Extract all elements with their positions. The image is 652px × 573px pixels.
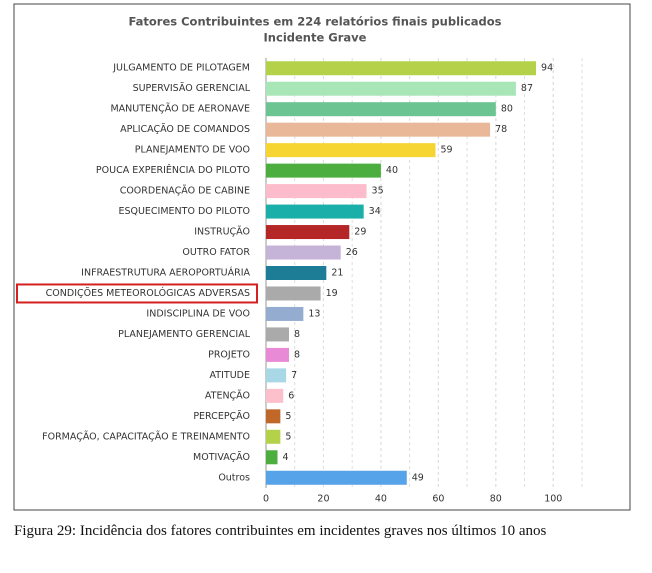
bar <box>266 204 364 219</box>
category-label: INSTRUÇÃO <box>194 227 250 238</box>
bar <box>266 184 367 199</box>
category-label: APLICAÇÃO DE COMANDOS <box>120 124 250 135</box>
category-label: SUPERVISÃO GERENCIAL <box>133 83 251 94</box>
category-label: MANUTENÇÃO DE AERONAVE <box>110 104 250 115</box>
bar <box>266 327 289 342</box>
bar <box>266 388 284 403</box>
value-label: 35 <box>372 186 384 197</box>
value-label: 26 <box>346 247 358 258</box>
bar <box>266 102 496 117</box>
category-label: INFRAESTRUTURA AEROPORTUÁRIA <box>81 267 250 279</box>
bar <box>266 81 516 96</box>
value-label: 8 <box>294 349 300 360</box>
bar <box>266 61 537 76</box>
x-tick-label: 0 <box>263 494 269 505</box>
value-label: 80 <box>501 104 513 115</box>
highlight-box <box>16 283 258 304</box>
x-tick-label: 20 <box>317 494 329 505</box>
bar <box>266 409 281 424</box>
bar <box>266 368 287 383</box>
category-label: COORDENAÇÃO DE CABINE <box>120 186 250 197</box>
value-label: 34 <box>369 206 381 217</box>
category-label: PLANEJAMENTO DE VOO <box>135 145 250 156</box>
caption: Figura 29: Incidência dos fatores contri… <box>14 523 547 539</box>
value-label: 4 <box>282 452 288 463</box>
bar <box>266 347 289 362</box>
value-label: 19 <box>326 288 338 299</box>
value-label: 29 <box>354 227 366 238</box>
bar <box>266 306 304 321</box>
bar <box>266 225 350 240</box>
category-label: PROJETO <box>208 349 250 360</box>
value-label: 78 <box>495 124 507 135</box>
chart-title: Fatores Contribuintes em 224 relatórios … <box>128 15 501 29</box>
category-label: ATENÇÃO <box>205 390 250 401</box>
value-label: 59 <box>440 145 452 156</box>
value-label: 6 <box>288 390 294 401</box>
bar <box>266 122 491 137</box>
bar <box>266 286 321 301</box>
category-label: PERCEPÇÃO <box>193 411 250 422</box>
value-label: 13 <box>308 308 320 319</box>
category-label: ESQUECIMENTO DO PILOTO <box>118 206 250 217</box>
x-tick-label: 40 <box>375 494 387 505</box>
x-tick-label: 80 <box>490 494 502 505</box>
value-label: 94 <box>541 63 553 74</box>
bar <box>266 245 341 260</box>
category-label: Outros <box>218 472 250 483</box>
chart-subtitle: Incidente Grave <box>264 31 367 45</box>
x-tick-label: 100 <box>544 494 562 505</box>
category-label: POUCA EXPERIÊNCIA DO PILOTO <box>96 164 250 176</box>
category-label: MOTIVAÇÃO <box>193 452 250 463</box>
bar <box>266 470 407 485</box>
chart: Fatores Contribuintes em 224 relatórios … <box>13 3 631 511</box>
category-label: OUTRO FATOR <box>182 247 250 258</box>
category-label: PLANEJAMENTO GERENCIAL <box>118 329 251 340</box>
value-label: 7 <box>291 370 297 381</box>
category-label: JULGAMENTO DE PILOTAGEM <box>112 63 250 74</box>
bar <box>266 163 381 178</box>
bar <box>266 429 281 444</box>
value-label: 21 <box>331 268 343 279</box>
bar <box>266 450 278 465</box>
category-label: INDISCIPLINA DE VOO <box>146 308 250 319</box>
x-tick-label: 60 <box>432 494 444 505</box>
value-label: 5 <box>285 411 291 422</box>
category-label: FORMAÇÃO, CAPACITAÇÃO E TREINAMENTO <box>42 431 250 442</box>
bar <box>266 143 436 158</box>
value-label: 87 <box>521 83 533 94</box>
value-label: 40 <box>386 165 398 176</box>
category-label: ATITUDE <box>210 370 250 381</box>
category-label: CONDIÇÕES METEOROLÓGICAS ADVERSAS <box>46 287 250 299</box>
value-label: 49 <box>412 472 424 483</box>
bar <box>266 266 327 280</box>
value-label: 5 <box>285 431 291 442</box>
value-label: 8 <box>294 329 300 340</box>
